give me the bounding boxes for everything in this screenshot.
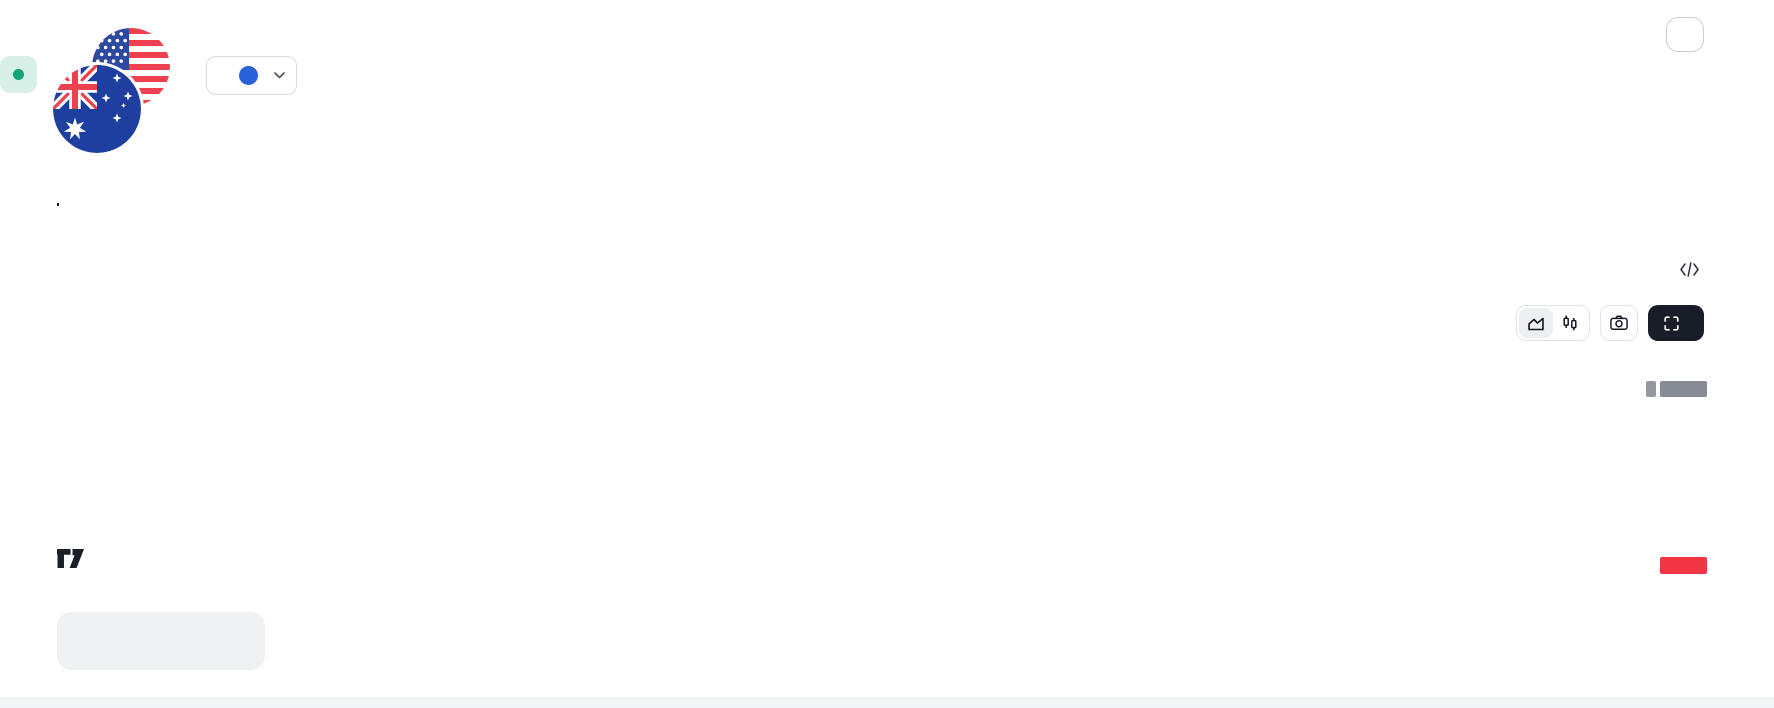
period-all-time[interactable] xyxy=(1510,612,1718,670)
period-5-years[interactable] xyxy=(1302,612,1510,670)
period-change-bar xyxy=(57,612,1717,670)
symbol-source-dropdown[interactable] xyxy=(206,56,297,95)
tradingview-watermark-link[interactable] xyxy=(57,549,92,568)
period-1-year[interactable] xyxy=(1095,612,1303,670)
chart-type-segmented-control xyxy=(1516,305,1590,341)
period-year-to-date[interactable] xyxy=(887,612,1095,670)
australia-flag-icon xyxy=(53,65,141,153)
see-on-supercharts-button[interactable] xyxy=(1666,17,1704,52)
prev-close-label-badge xyxy=(1646,381,1656,397)
candles-chart-type-button[interactable] xyxy=(1553,308,1587,338)
section-divider xyxy=(0,698,1774,708)
area-chart-type-button[interactable] xyxy=(1519,308,1553,338)
market-open-dot-icon xyxy=(13,69,24,80)
period-5-days[interactable] xyxy=(265,612,473,670)
chart-plot-area[interactable] xyxy=(50,345,1660,575)
tab-overview[interactable] xyxy=(57,194,59,206)
fullscreen-icon xyxy=(1664,315,1679,331)
snapshot-button[interactable] xyxy=(1600,305,1638,341)
last-price-badge xyxy=(1660,557,1707,574)
market-status-open-indicator xyxy=(0,56,37,93)
prev-close-value-badge xyxy=(1660,381,1707,397)
code-icon xyxy=(1680,262,1699,277)
chevron-down-icon xyxy=(274,72,285,79)
embed-code-button[interactable] xyxy=(1677,260,1702,282)
period-6-months[interactable] xyxy=(680,612,888,670)
camera-icon xyxy=(1610,315,1628,330)
period-1-month[interactable] xyxy=(472,612,680,670)
symbol-tabs xyxy=(57,194,239,206)
area-chart-icon xyxy=(1528,317,1544,331)
chart-toolbar xyxy=(1516,305,1704,341)
period-1-day[interactable] xyxy=(57,612,265,670)
fxcm-exchange-icon xyxy=(239,66,258,85)
tradingview-logo-icon xyxy=(57,549,84,568)
candlestick-icon xyxy=(1563,315,1577,331)
full-chart-button[interactable] xyxy=(1648,305,1704,341)
